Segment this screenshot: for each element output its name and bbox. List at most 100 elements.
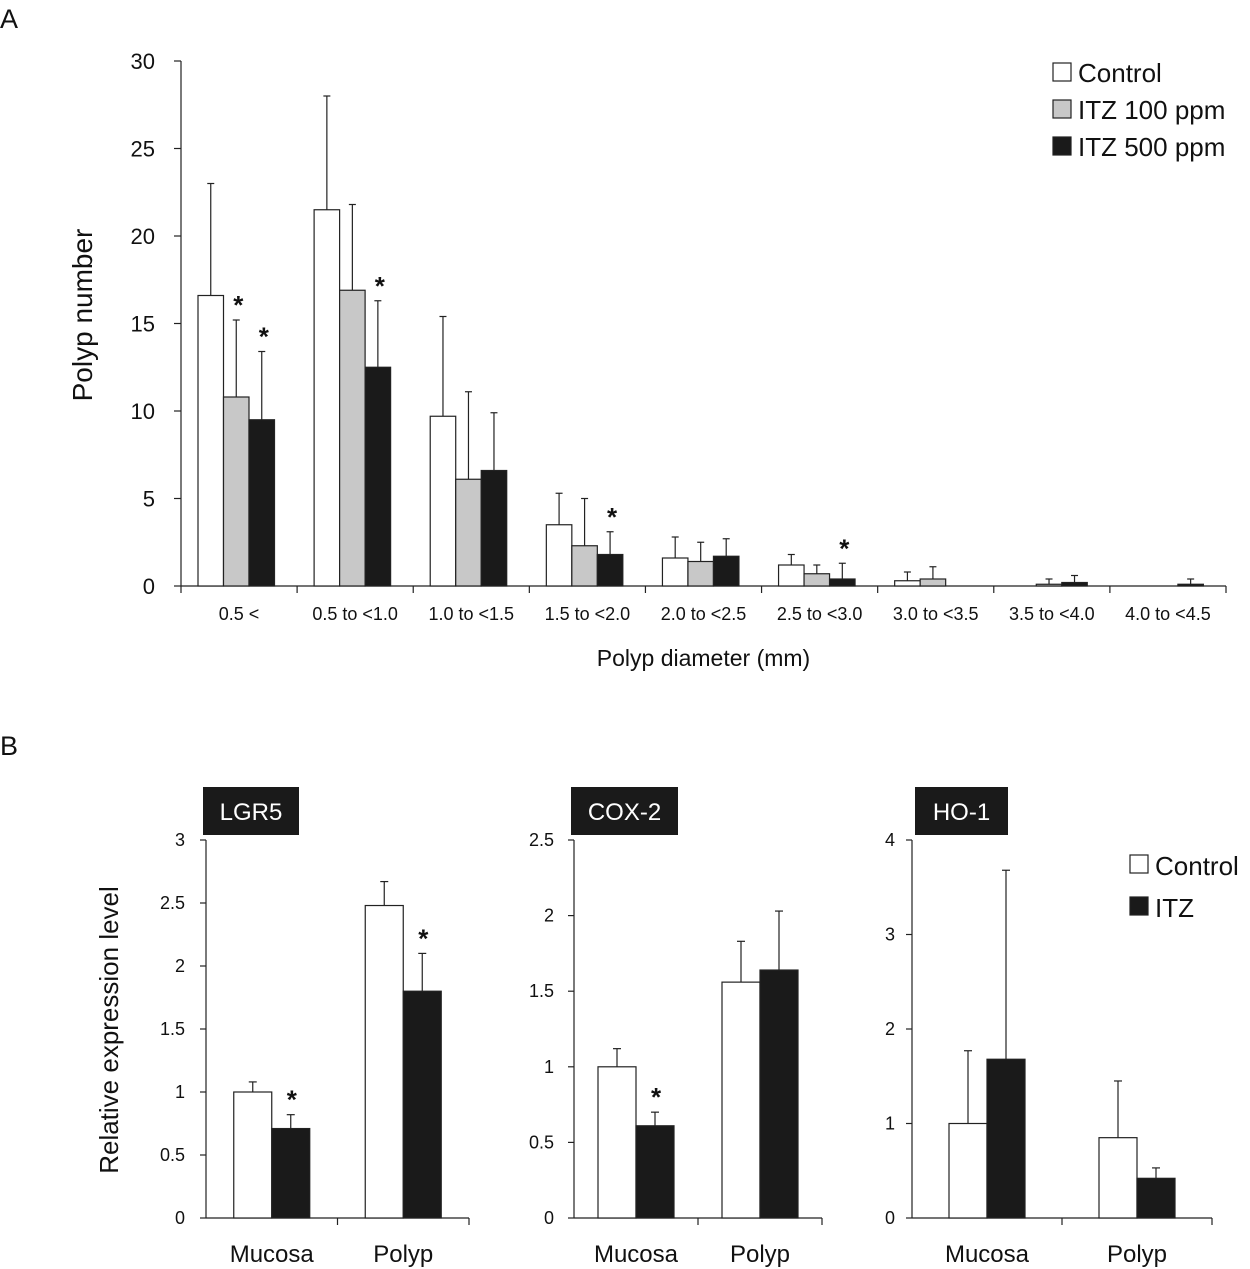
y-tick-label: 0 (885, 1208, 895, 1228)
bar (687, 560, 715, 587)
y-tick-label: 15 (131, 312, 155, 337)
bar (986, 1058, 1026, 1219)
bar (364, 904, 404, 1219)
bar (777, 564, 805, 587)
chart-title-box (571, 787, 678, 835)
bar (803, 573, 831, 587)
chart-ho1: 0 1 2 3 4 Mucosa Polyp HO-1 (885, 787, 1213, 1268)
bar (197, 294, 225, 587)
bar (364, 366, 392, 587)
x-tick-label: 0.5 to <1.0 (312, 604, 398, 624)
x-tick-label: 0.5 < (219, 604, 260, 624)
legend-label: ITZ 500 ppm (1078, 132, 1225, 162)
significance-mark: * (233, 290, 244, 320)
y-tick-label: 2 (175, 956, 185, 976)
bar (1035, 583, 1063, 587)
x-tick-label: 2.5 to <3.0 (777, 604, 863, 624)
panel-label-a: A (0, 4, 18, 34)
y-axis-title: Polyp number (67, 229, 98, 402)
x-tick-label: 3.5 to <4.0 (1009, 604, 1095, 624)
bar (480, 469, 508, 587)
x-tick-label: 1.5 to <2.0 (545, 604, 631, 624)
y-tick-label: 0.5 (160, 1145, 185, 1165)
bar (828, 578, 856, 587)
y-tick-label: 3 (885, 925, 895, 945)
y-tick-label: 2 (885, 1019, 895, 1039)
legend-label: ITZ (1155, 893, 1194, 923)
y-tick-label: 10 (131, 399, 155, 424)
y-tick-label: 1 (175, 1082, 185, 1102)
x-tick-label: Polyp (730, 1241, 790, 1268)
y-tick-label: 2.5 (529, 830, 554, 850)
y-tick-label: 0 (544, 1208, 554, 1228)
y-tick-label: 30 (131, 49, 155, 74)
legend-b: Control ITZ (1129, 851, 1239, 923)
bar (271, 1127, 311, 1219)
chart-title-box (915, 787, 1008, 835)
significance-mark: * (259, 322, 270, 352)
chart-title-box (203, 787, 299, 835)
y-tick-label: 20 (131, 224, 155, 249)
x-axis-title: Polyp diameter (mm) (597, 645, 810, 671)
bar (339, 289, 366, 587)
legend-swatch (1129, 854, 1149, 874)
significance-mark: * (418, 923, 429, 953)
bar (759, 969, 799, 1219)
bar (313, 209, 341, 587)
legend-swatch (1052, 136, 1072, 156)
y-tick-label: 3 (175, 830, 185, 850)
significance-mark: * (839, 533, 850, 563)
significance-mark: * (287, 1085, 298, 1115)
bar (429, 415, 457, 587)
bar (919, 578, 947, 587)
bar (894, 580, 921, 587)
bar (571, 545, 598, 587)
bar (248, 419, 276, 587)
bar (1177, 583, 1204, 587)
y-tick-label: 1 (885, 1114, 895, 1134)
y-axis-title: Relative expression level (94, 886, 124, 1174)
y-tick-label: 5 (143, 487, 155, 512)
legend-label: ITZ 100 ppm (1078, 95, 1225, 125)
x-tick-label: Mucosa (230, 1241, 315, 1268)
x-tick-label: Polyp (373, 1241, 433, 1268)
bar (1136, 1177, 1176, 1219)
y-tick-label: 4 (885, 830, 895, 850)
bar (1098, 1137, 1138, 1219)
y-tick-label: 0 (143, 574, 155, 599)
chart-title: HO-1 (933, 799, 990, 826)
bar (455, 478, 482, 587)
chart-title: LGR5 (220, 799, 283, 826)
x-tick-label: 1.0 to <1.5 (428, 604, 514, 624)
legend-swatch (1129, 896, 1149, 916)
chart-title: COX-2 (588, 799, 661, 826)
x-tick-label: 4.0 to <4.5 (1125, 604, 1211, 624)
y-tick-label: 1.5 (529, 981, 554, 1001)
y-tick-label: 25 (131, 137, 155, 162)
y-tick-label: 2 (544, 906, 554, 926)
x-tick-label: 3.0 to <3.5 (893, 604, 979, 624)
bar (712, 555, 740, 587)
y-tick-label: 1 (544, 1057, 554, 1077)
x-tick-label: 2.0 to <2.5 (661, 604, 747, 624)
bar (597, 1066, 637, 1219)
bar (661, 557, 689, 587)
x-tick-label: Mucosa (594, 1241, 679, 1268)
chart-cox2: 0 0.5 1 1.5 2 2.5 Mucosa Polyp * COX-2 (529, 787, 823, 1268)
y-tick-label: 1.5 (160, 1019, 185, 1039)
x-tick-label: Mucosa (945, 1241, 1030, 1268)
legend-swatch (1052, 62, 1072, 82)
bar (948, 1122, 988, 1219)
bar (721, 981, 761, 1219)
bar (402, 990, 442, 1219)
bar (545, 524, 573, 587)
chart-polyp-number: 0 5 10 15 20 25 30 0.5 < 0.5 to <1.0 1.0 to <1.5 1… (67, 49, 1227, 671)
panel-label-b: B (0, 731, 18, 761)
bar (596, 553, 624, 587)
significance-mark: * (651, 1082, 662, 1112)
significance-mark: * (607, 502, 618, 532)
bar (233, 1091, 273, 1219)
bar (222, 396, 250, 587)
y-tick-label: 0.5 (529, 1132, 554, 1152)
